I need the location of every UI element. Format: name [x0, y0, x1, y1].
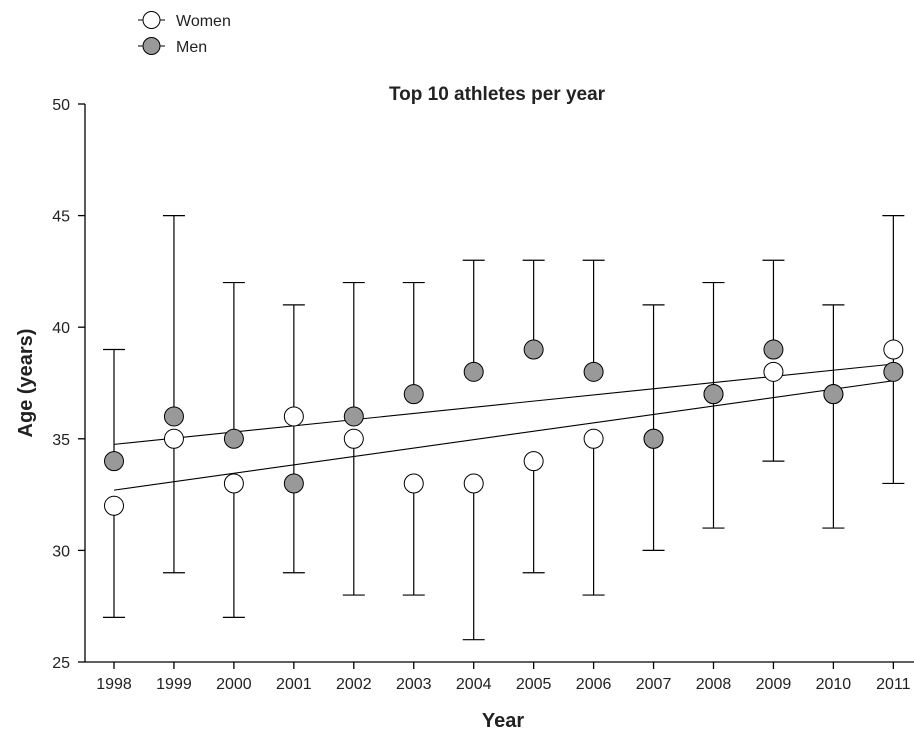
x-tick-label-1998: 1998 — [96, 676, 132, 693]
data-points — [104, 339, 904, 516]
x-tick-label-2009: 2009 — [756, 676, 792, 693]
x-tick-label-2008: 2008 — [696, 676, 732, 693]
point-men-1999 — [163, 406, 184, 427]
point-women-2006 — [583, 428, 604, 449]
trend-lines — [113, 363, 894, 491]
point-men-2001 — [283, 473, 304, 494]
legend: Women Men — [138, 11, 231, 56]
point-women-2011 — [883, 339, 904, 360]
point-men-2005 — [523, 339, 544, 360]
y-tick-label-35: 35 — [52, 432, 70, 449]
point-men-2006 — [583, 361, 604, 382]
point-women-1998 — [104, 495, 124, 516]
legend-label-men: Men — [176, 39, 207, 56]
x-tick-label-2001: 2001 — [276, 676, 312, 693]
point-women-2005 — [523, 451, 544, 472]
x-tick-label-2005: 2005 — [516, 676, 552, 693]
error-bars — [103, 215, 905, 641]
y-tick-label-40: 40 — [52, 320, 70, 337]
y-tick-label-25: 25 — [52, 655, 70, 672]
x-tick-label-2006: 2006 — [576, 676, 612, 693]
y-tick-label-45: 45 — [52, 209, 70, 226]
y-tick-label-30: 30 — [52, 543, 70, 560]
point-men-2009 — [763, 339, 784, 360]
legend-label-women: Women — [176, 13, 231, 30]
point-men-2010 — [823, 384, 844, 405]
y-tick-label-50: 50 — [52, 97, 70, 114]
x-tick-label-2007: 2007 — [636, 676, 672, 693]
point-women-2009 — [763, 361, 784, 382]
point-men-2000 — [223, 428, 244, 449]
x-tick-label-1999: 1999 — [156, 676, 192, 693]
x-axis-label: Year — [482, 710, 524, 731]
x-tick-label-2003: 2003 — [396, 676, 432, 693]
point-men-1998 — [104, 451, 124, 472]
point-men-2007 — [643, 428, 664, 449]
x-ticks: 1998 1999 2000 2001 2002 2003 2004 2005 2006 2007… — [96, 662, 911, 693]
point-men-2003 — [403, 384, 424, 405]
x-tick-label-2011: 2011 — [876, 676, 911, 693]
chart-title: Top 10 athletes per year — [389, 84, 606, 105]
point-women-2002 — [343, 428, 364, 449]
axes — [84, 104, 914, 663]
y-ticks: 25 30 35 40 45 50 — [52, 97, 85, 672]
point-men-2002 — [343, 406, 364, 427]
trend-line-men — [113, 363, 894, 445]
point-women-2001 — [283, 406, 304, 427]
legend-marker-women — [142, 11, 161, 29]
x-tick-label-2010: 2010 — [816, 676, 852, 693]
point-women-2000 — [223, 473, 244, 494]
point-men-2004 — [463, 361, 484, 382]
point-women-2004 — [463, 473, 484, 494]
x-tick-label-2004: 2004 — [456, 676, 492, 693]
y-axis-label: Age (years) — [15, 329, 37, 438]
x-tick-label-2000: 2000 — [216, 676, 252, 693]
point-women-1999 — [163, 428, 184, 449]
point-men-2011 — [883, 361, 904, 382]
x-tick-label-2002: 2002 — [336, 676, 372, 693]
point-women-2003 — [403, 473, 424, 494]
point-men-2008 — [703, 384, 724, 405]
legend-marker-men — [142, 37, 161, 55]
trend-line-women — [113, 380, 894, 491]
